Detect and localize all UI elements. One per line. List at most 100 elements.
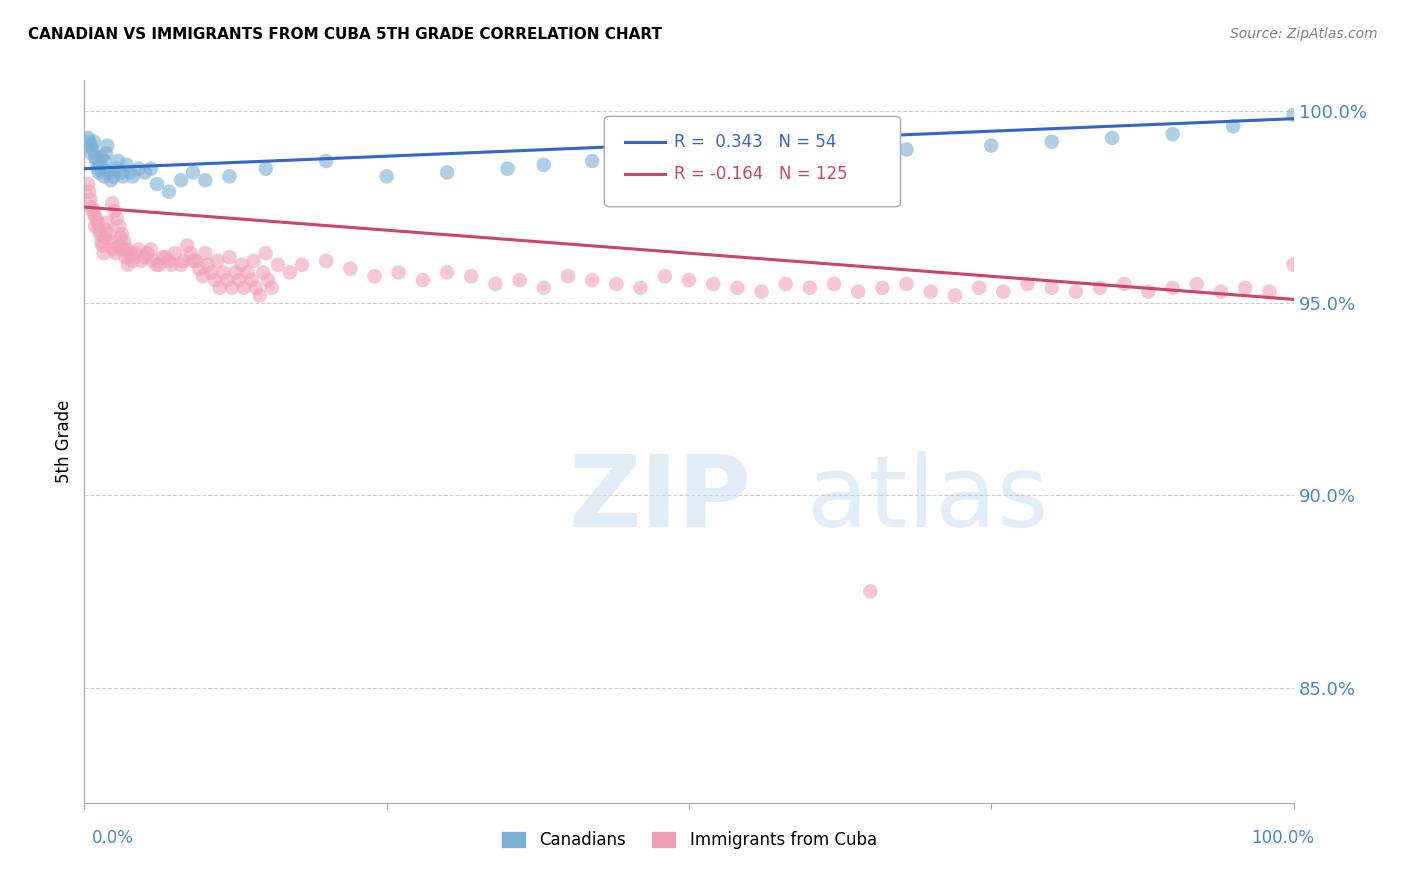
Point [89,227,111,241]
Point [80,146,103,161]
Point [1222,120,1244,134]
Point [1114,277,1136,291]
Point [84,219,107,234]
Point [228,273,250,287]
Point [1101,131,1123,145]
Point [157,254,180,268]
Point [240,273,263,287]
Point [152,250,174,264]
Point [630,281,652,295]
Point [1088,281,1111,295]
Point [460,269,482,284]
Text: ZIP: ZIP [568,450,751,548]
Point [148,258,170,272]
Point [533,158,555,172]
Point [84,150,107,164]
Point [654,269,676,284]
Point [1161,281,1184,295]
Point [208,281,231,295]
Point [605,277,627,291]
Point [124,246,146,260]
Point [86,161,108,176]
Point [799,281,821,295]
Point [104,161,127,176]
Point [90,235,112,249]
Point [77,177,100,191]
Point [97,227,120,241]
Point [121,254,143,268]
Point [245,281,267,295]
Point [207,254,229,268]
Point [107,153,129,168]
Point [204,273,226,287]
Point [194,173,217,187]
Point [94,223,117,237]
Point [260,281,283,295]
Point [1234,281,1257,295]
Point [83,208,105,222]
Point [738,150,761,164]
Point [291,258,314,272]
Point [315,254,337,268]
Point [146,177,169,191]
Point [120,246,142,260]
Legend: Canadians, Immigrants from Cuba: Canadians, Immigrants from Cuba [495,824,883,856]
Point [896,277,918,291]
Point [86,153,108,168]
Point [77,185,100,199]
Point [93,169,115,184]
Point [89,158,111,172]
Point [96,215,118,229]
Point [221,281,243,295]
Point [236,265,259,279]
Point [242,254,264,268]
Point [94,231,117,245]
Point [980,138,1002,153]
Point [315,153,337,168]
Point [388,265,411,279]
Point [90,150,112,164]
Point [115,243,138,257]
Point [993,285,1015,299]
Point [218,250,240,264]
Point [77,135,100,149]
Point [165,246,187,260]
Point [1209,285,1232,299]
Point [823,146,845,161]
Text: atlas: atlas [807,450,1049,548]
Point [93,246,115,260]
Point [101,196,124,211]
Point [775,277,797,291]
Point [363,269,385,284]
Point [215,273,238,287]
Point [233,281,256,295]
Point [173,254,195,268]
Point [1185,277,1208,291]
Point [79,193,101,207]
Text: 0.0%: 0.0% [91,830,134,847]
Point [436,265,458,279]
Point [97,165,120,179]
Point [82,143,104,157]
Point [103,169,125,184]
Point [170,258,193,272]
Point [188,261,211,276]
Point [751,285,773,299]
Point [1282,108,1305,122]
Point [155,250,177,264]
Point [678,273,700,287]
Point [581,273,603,287]
Point [160,258,183,272]
Point [218,169,240,184]
Point [896,143,918,157]
Point [176,238,198,252]
FancyBboxPatch shape [605,117,901,207]
Point [252,265,274,279]
Point [617,161,640,176]
Text: Source: ZipAtlas.com: Source: ZipAtlas.com [1230,27,1378,41]
Point [1282,258,1305,272]
Point [105,211,128,226]
Point [139,161,162,176]
Point [375,169,398,184]
Point [104,246,127,260]
